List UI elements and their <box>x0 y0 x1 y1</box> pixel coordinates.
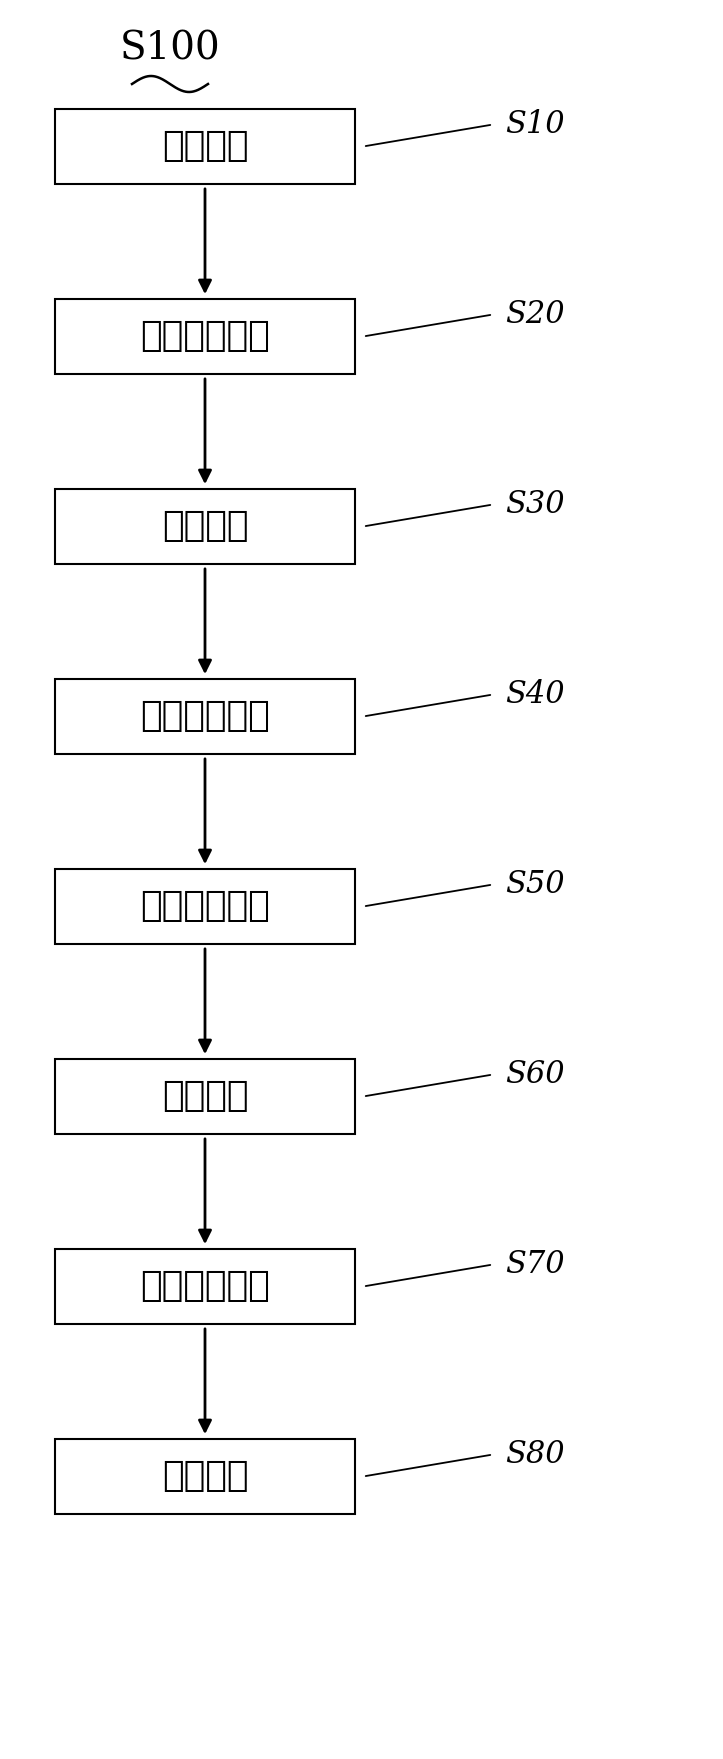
Text: 封口工序: 封口工序 <box>162 1080 248 1113</box>
Text: 化成工序: 化成工序 <box>162 1460 248 1493</box>
Bar <box>55 1439 355 1514</box>
Text: 制备工序: 制备工序 <box>162 130 248 164</box>
Bar <box>55 109 355 185</box>
Bar <box>55 679 355 755</box>
Text: S20: S20 <box>505 299 565 331</box>
Text: S80: S80 <box>505 1439 565 1471</box>
Bar <box>55 489 355 565</box>
Bar <box>55 299 355 375</box>
Text: 搞置浸润工序: 搞置浸润工序 <box>140 1270 270 1303</box>
Bar <box>55 1059 355 1135</box>
Text: 注液浸润工序: 注液浸润工序 <box>140 890 270 923</box>
Text: 第一烘烤工序: 第一烘烤工序 <box>140 320 270 354</box>
Text: S60: S60 <box>505 1059 565 1091</box>
Text: 组装工序: 组装工序 <box>162 510 248 544</box>
Text: S100: S100 <box>119 30 221 67</box>
Text: S70: S70 <box>505 1249 565 1281</box>
Text: 第二烘烤工序: 第二烘烤工序 <box>140 700 270 734</box>
Text: S30: S30 <box>505 489 565 521</box>
Bar <box>55 1249 355 1325</box>
Text: S10: S10 <box>505 109 565 141</box>
Bar <box>55 869 355 945</box>
Text: S50: S50 <box>505 869 565 901</box>
Text: S40: S40 <box>505 679 565 711</box>
